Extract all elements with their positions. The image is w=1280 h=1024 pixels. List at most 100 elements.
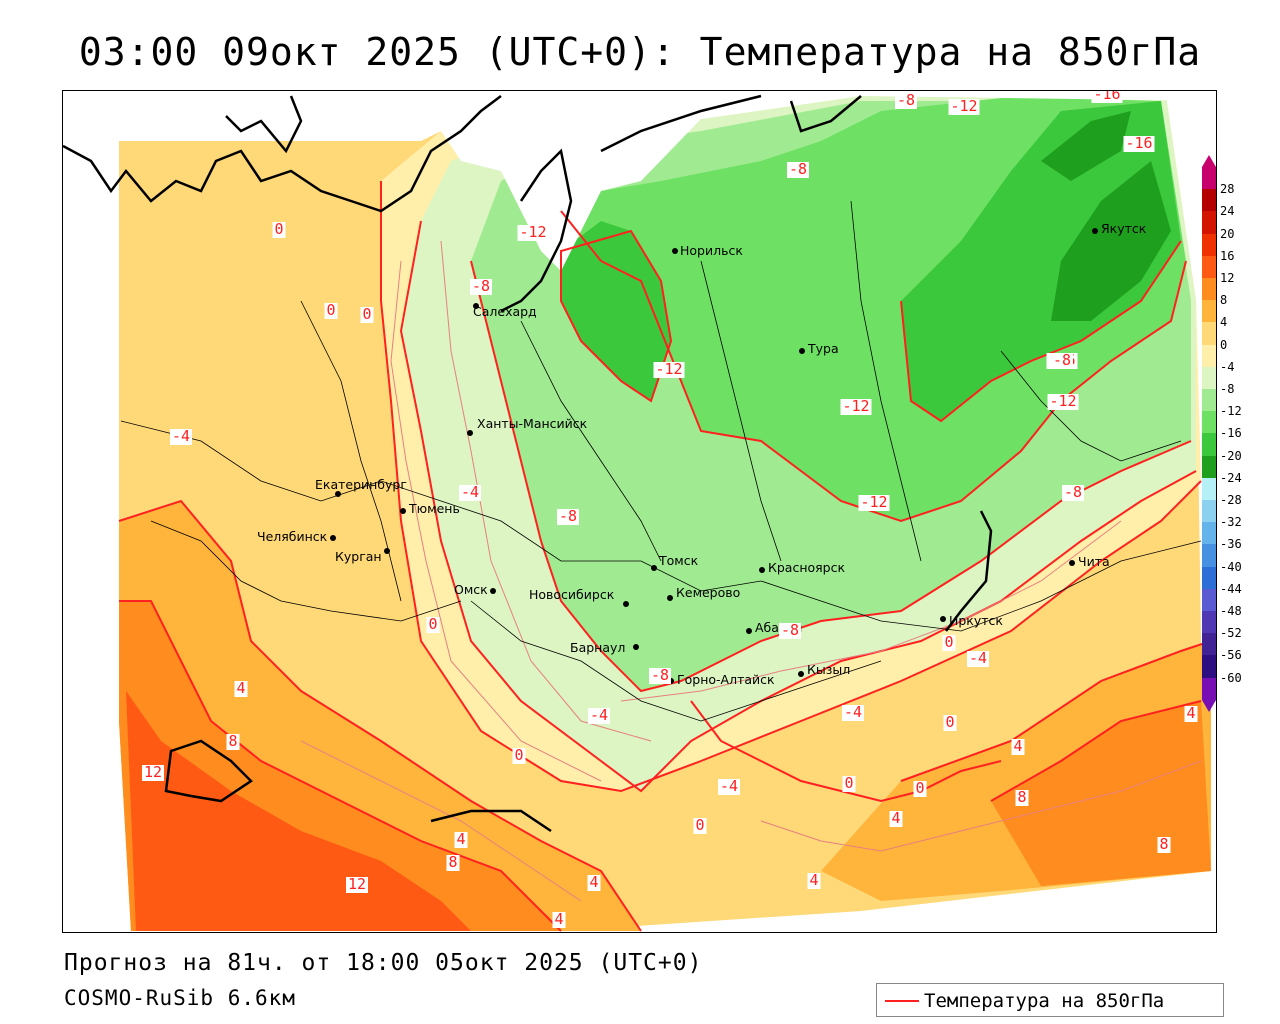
isotherm-label: 0: [945, 713, 954, 731]
colorbar-tick-label: -60: [1220, 670, 1242, 685]
colorbar-tick-label: 20: [1220, 226, 1235, 241]
isotherm-label-bg: [512, 748, 526, 764]
city-label: Курган: [335, 549, 382, 564]
colorbar-segment: [1202, 344, 1216, 367]
isotherm-label-bg: [1091, 91, 1123, 103]
city-markers: [330, 228, 1098, 684]
isotherm-label-bg: [1047, 394, 1079, 410]
isotherm-label-bg: [552, 912, 566, 928]
isotherm-label-bg: [779, 623, 801, 639]
isotherm-label: 0: [326, 301, 335, 319]
city-label: Иркутск: [949, 613, 1003, 628]
colorbar-segment: [1202, 433, 1216, 456]
isotherm-label-bg: [1157, 837, 1171, 853]
isotherm-label-bg: [588, 708, 610, 724]
city-label: Екатеринбург: [315, 477, 407, 492]
colorbar-segment: [1202, 655, 1216, 678]
isotherm-label: 4: [1013, 737, 1022, 755]
colorbar-segment: [1202, 500, 1216, 523]
isotherm-label: -4: [969, 649, 987, 667]
legend-label: Температура на 850гПа: [924, 990, 1165, 1012]
colorbar-tick-label: -28: [1220, 493, 1242, 507]
isotherm-label-bg: [170, 429, 192, 445]
isotherm-label-bg: [913, 781, 927, 797]
colorbar-tick-label: -4: [1220, 359, 1235, 374]
isotherm-label: -8: [1053, 351, 1071, 369]
isotherm-label: -8: [472, 277, 490, 295]
colorbar-segment: [1202, 255, 1216, 278]
colorbar-tick-label: -24: [1220, 470, 1242, 485]
map-title: 03:00 09окт 2025 (UTC+0): Температура на…: [78, 30, 1202, 74]
isotherm-label-bg: [842, 776, 856, 792]
city-label: Чита: [1078, 554, 1110, 569]
isotherm-label: -12: [842, 397, 869, 415]
colorbar-segment: [1202, 278, 1216, 301]
colorbar-tick-label: -36: [1220, 537, 1242, 552]
colorbar-tick-label: -16: [1220, 426, 1242, 441]
isotherm-label: 0: [428, 615, 437, 633]
colorbar-tick-label: -40: [1220, 559, 1242, 574]
isotherm-label-bg: [1011, 739, 1025, 755]
isotherm-label-bg: [517, 225, 549, 241]
isotherm-label-bg: [693, 818, 707, 834]
isotherm-label: 12: [348, 875, 366, 893]
colorbar-arrow-bottom: [1202, 699, 1216, 712]
isotherm-label-bg: [967, 651, 989, 667]
temperature-field: Норильск Салехард Тура Якутск Ханты-Манс…: [63, 91, 1216, 932]
isotherm-label: -12: [950, 97, 977, 115]
city-label: Горно-Алтайск: [677, 672, 775, 687]
isotherm-label: 4: [891, 809, 900, 827]
isotherm-label: 8: [228, 732, 237, 750]
isotherm-label: -4: [720, 777, 738, 795]
isotherm-label: 0: [695, 816, 704, 834]
isotherm-label-bg: [470, 279, 492, 295]
isotherm-label: 4: [809, 871, 818, 889]
isotherm-label-bg: [324, 303, 338, 319]
colorbar-segment: [1202, 389, 1216, 412]
isotherm-minor: [300, 240, 1202, 902]
admin-borders: [120, 200, 1202, 722]
isotherm-label-bg: [895, 93, 917, 109]
colorbar-tick-label: 12: [1220, 271, 1235, 285]
isotherm-label-bg: [1062, 485, 1084, 501]
isotherm-label-bg: [557, 509, 579, 525]
colorbar-segment: [1202, 588, 1216, 611]
isotherm-label-bg: [943, 715, 957, 731]
isotherm-label: 8: [1159, 835, 1168, 853]
isotherm-label: 4: [236, 679, 245, 697]
city-label: Челябинск: [257, 529, 328, 544]
isotherm-label: -4: [590, 706, 608, 724]
colorbar-segment: [1202, 211, 1216, 234]
zone-se-8: [991, 701, 1211, 886]
isotherm-label: 4: [589, 873, 598, 891]
colorbar-tick-label: 28: [1220, 182, 1235, 197]
colorbar-segment: [1202, 477, 1216, 500]
colorbar-tick-label: -20: [1220, 448, 1242, 463]
colorbar-segment: [1202, 411, 1216, 434]
colorbar-segment: [1202, 566, 1216, 589]
colorbar-segment: [1202, 189, 1216, 212]
colorbar-tick-label: -8: [1220, 382, 1235, 396]
city-label: Омск: [454, 582, 488, 597]
isotherm-label: -16: [1093, 91, 1120, 103]
city-label: Новосибирск: [529, 587, 615, 602]
isotherm-label-bg: [942, 635, 956, 651]
colorbar: 28 24 20 16 12 8 4 0 -4 -8 -12 -16 -20 -24 -28 -32 -36 -4…: [1198, 155, 1268, 712]
isotherm-label-bg: [858, 495, 890, 511]
isotherm-label: -12: [655, 360, 682, 378]
city-label: Салехард: [473, 304, 537, 319]
city-label: Красноярск: [768, 560, 845, 575]
forecast-map[interactable]: Норильск Салехард Тура Якутск Ханты-Манс…: [62, 90, 1217, 933]
isotherm-label: 4: [456, 830, 465, 848]
isotherm-label: -12: [1049, 392, 1076, 410]
city-label: Кемерово: [676, 585, 740, 600]
colorbar-segment: [1202, 677, 1216, 700]
zone-minus16-west: [561, 221, 671, 401]
isotherm-label-bg: [787, 162, 809, 178]
colorbar-tick-label: 16: [1220, 248, 1235, 263]
isotherm-label-bg: [653, 362, 685, 378]
colorbar-tick-label: 24: [1220, 204, 1235, 219]
isotherm-label: 0: [362, 305, 371, 323]
colorbar-arrow-top: [1202, 155, 1216, 167]
colorbar-tick-label: -32: [1220, 515, 1242, 530]
